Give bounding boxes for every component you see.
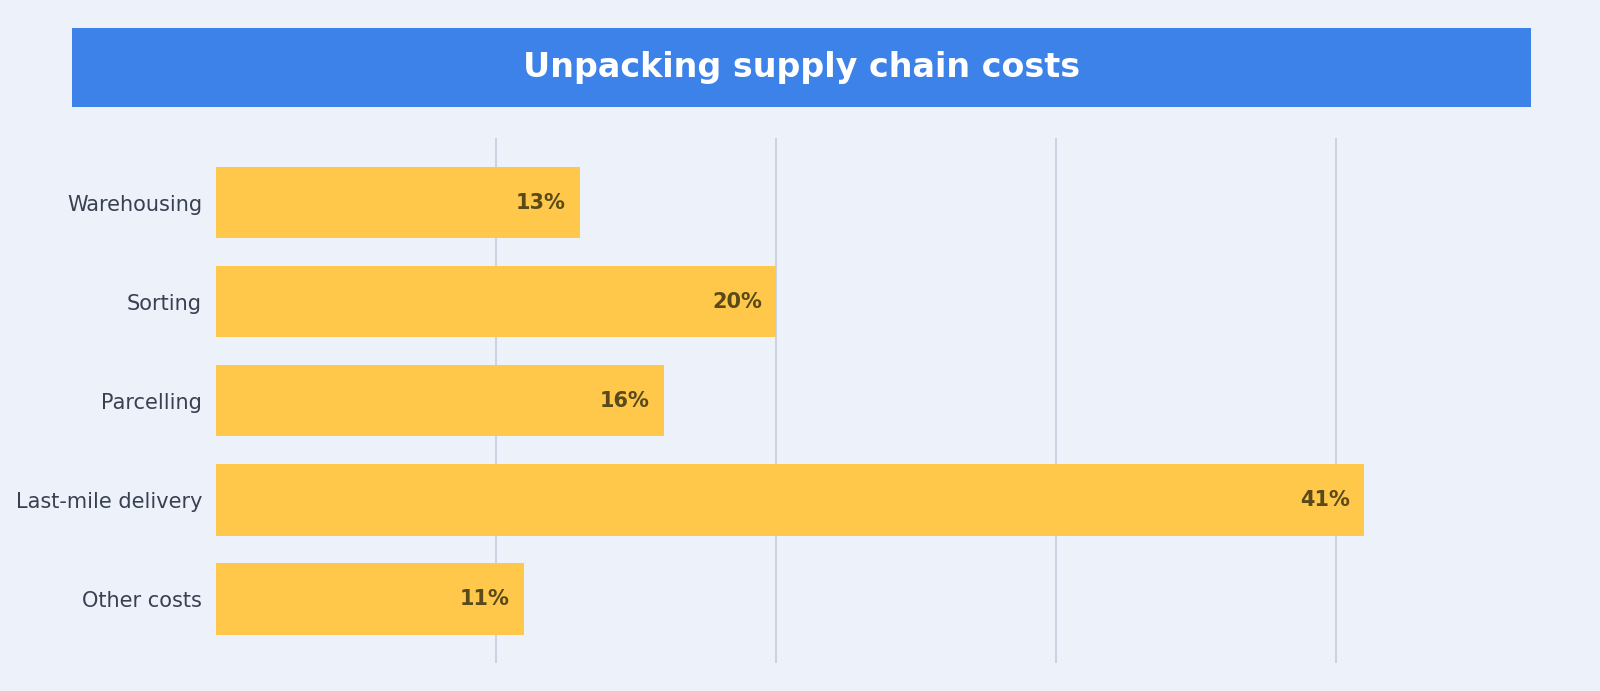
Text: Unpacking supply chain costs: Unpacking supply chain costs xyxy=(523,51,1080,84)
Text: 11%: 11% xyxy=(461,589,510,609)
Text: 13%: 13% xyxy=(517,193,566,213)
Bar xyxy=(216,266,776,337)
Text: 41%: 41% xyxy=(1301,490,1350,510)
Text: 16%: 16% xyxy=(600,391,650,410)
FancyBboxPatch shape xyxy=(29,26,1574,109)
Bar xyxy=(216,365,664,437)
Bar xyxy=(216,563,525,634)
Bar xyxy=(216,167,579,238)
Text: 20%: 20% xyxy=(712,292,762,312)
Bar xyxy=(216,464,1363,536)
